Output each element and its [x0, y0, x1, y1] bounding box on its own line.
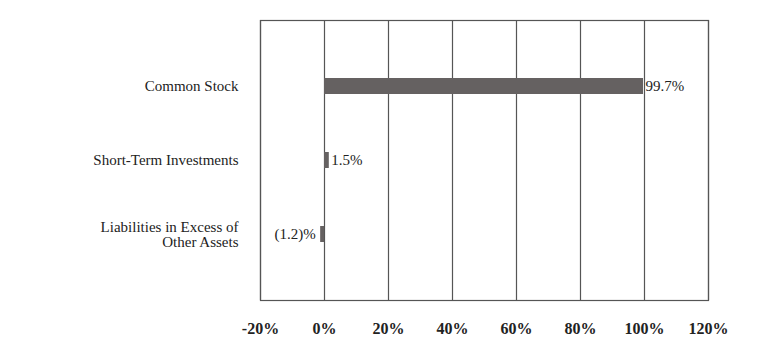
svg-text:-20%: -20% — [242, 320, 279, 337]
svg-text:Common Stock: Common Stock — [145, 78, 239, 94]
svg-text:20%: 20% — [373, 320, 405, 337]
svg-text:80%: 80% — [565, 320, 597, 337]
svg-text:99.7%: 99.7% — [646, 78, 685, 94]
svg-text:0%: 0% — [313, 320, 337, 337]
svg-text:(1.2)%: (1.2)% — [274, 226, 315, 243]
svg-text:40%: 40% — [437, 320, 469, 337]
svg-text:1.5%: 1.5% — [331, 152, 362, 168]
svg-text:Liabilities in Excess ofOther: Liabilities in Excess ofOther Assets — [101, 219, 239, 250]
svg-text:120%: 120% — [689, 320, 729, 337]
svg-text:100%: 100% — [625, 320, 665, 337]
svg-text:60%: 60% — [501, 320, 533, 337]
svg-text:Short-Term Investments: Short-Term Investments — [93, 152, 238, 168]
